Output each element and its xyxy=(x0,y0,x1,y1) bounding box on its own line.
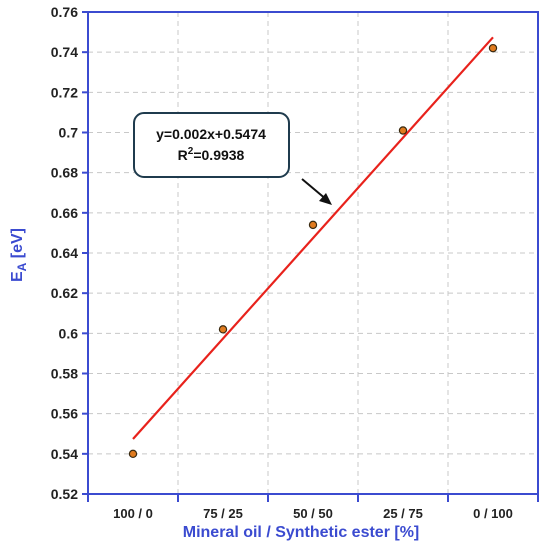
x-axis-title: Mineral oil / Synthetic ester [%] xyxy=(183,524,420,541)
y-tick-label: 0.56 xyxy=(51,406,78,422)
y-tick-label: 0.66 xyxy=(51,205,78,221)
equation-text: y=0.002x+0.5474 xyxy=(156,126,266,142)
x-tick-label: 0 / 100 xyxy=(473,506,513,521)
data-points xyxy=(128,43,498,459)
grid xyxy=(88,12,538,494)
y-tick-label: 0.74 xyxy=(51,44,78,60)
y-tick-label: 0.58 xyxy=(51,366,78,382)
r-squared-text: R2=0.9938 xyxy=(178,146,245,163)
y-axis: 0.52 0.54 0.56 0.58 0.6 0.62 0.64 0.66 0.68 0.7 0.… xyxy=(51,4,88,502)
x-tick-label: 25 / 75 xyxy=(383,506,423,521)
y-tick-label: 0.6 xyxy=(59,325,79,341)
x-axis: 100 / 0 75 / 25 50 / 50 25 / 75 0 / 100 xyxy=(87,494,539,521)
x-tick-label: 50 / 50 xyxy=(293,506,333,521)
data-point xyxy=(308,220,318,230)
data-point xyxy=(488,43,498,53)
data-point xyxy=(128,449,138,459)
equation-box: y=0.002x+0.5474 R2=0.9938 xyxy=(133,112,290,178)
fit-line-group xyxy=(132,36,494,440)
y-tick-label: 0.76 xyxy=(51,4,78,20)
y-tick-label: 0.64 xyxy=(51,245,78,261)
y-tick-label: 0.52 xyxy=(51,486,78,502)
data-point xyxy=(218,325,228,334)
x-tick-label: 75 / 25 xyxy=(203,506,243,521)
y-axis-title: EA [eV] xyxy=(9,228,29,282)
annotation-arrow xyxy=(301,178,332,205)
data-point xyxy=(398,126,408,135)
y-tick-label: 0.7 xyxy=(59,125,79,141)
fit-line xyxy=(132,36,494,440)
y-tick-label: 0.62 xyxy=(51,285,78,301)
y-tick-label: 0.68 xyxy=(51,165,78,181)
y-tick-label: 0.72 xyxy=(51,84,78,100)
x-tick-label: 100 / 0 xyxy=(113,506,153,521)
y-tick-label: 0.54 xyxy=(51,446,78,462)
equation-box-frame xyxy=(133,112,290,178)
